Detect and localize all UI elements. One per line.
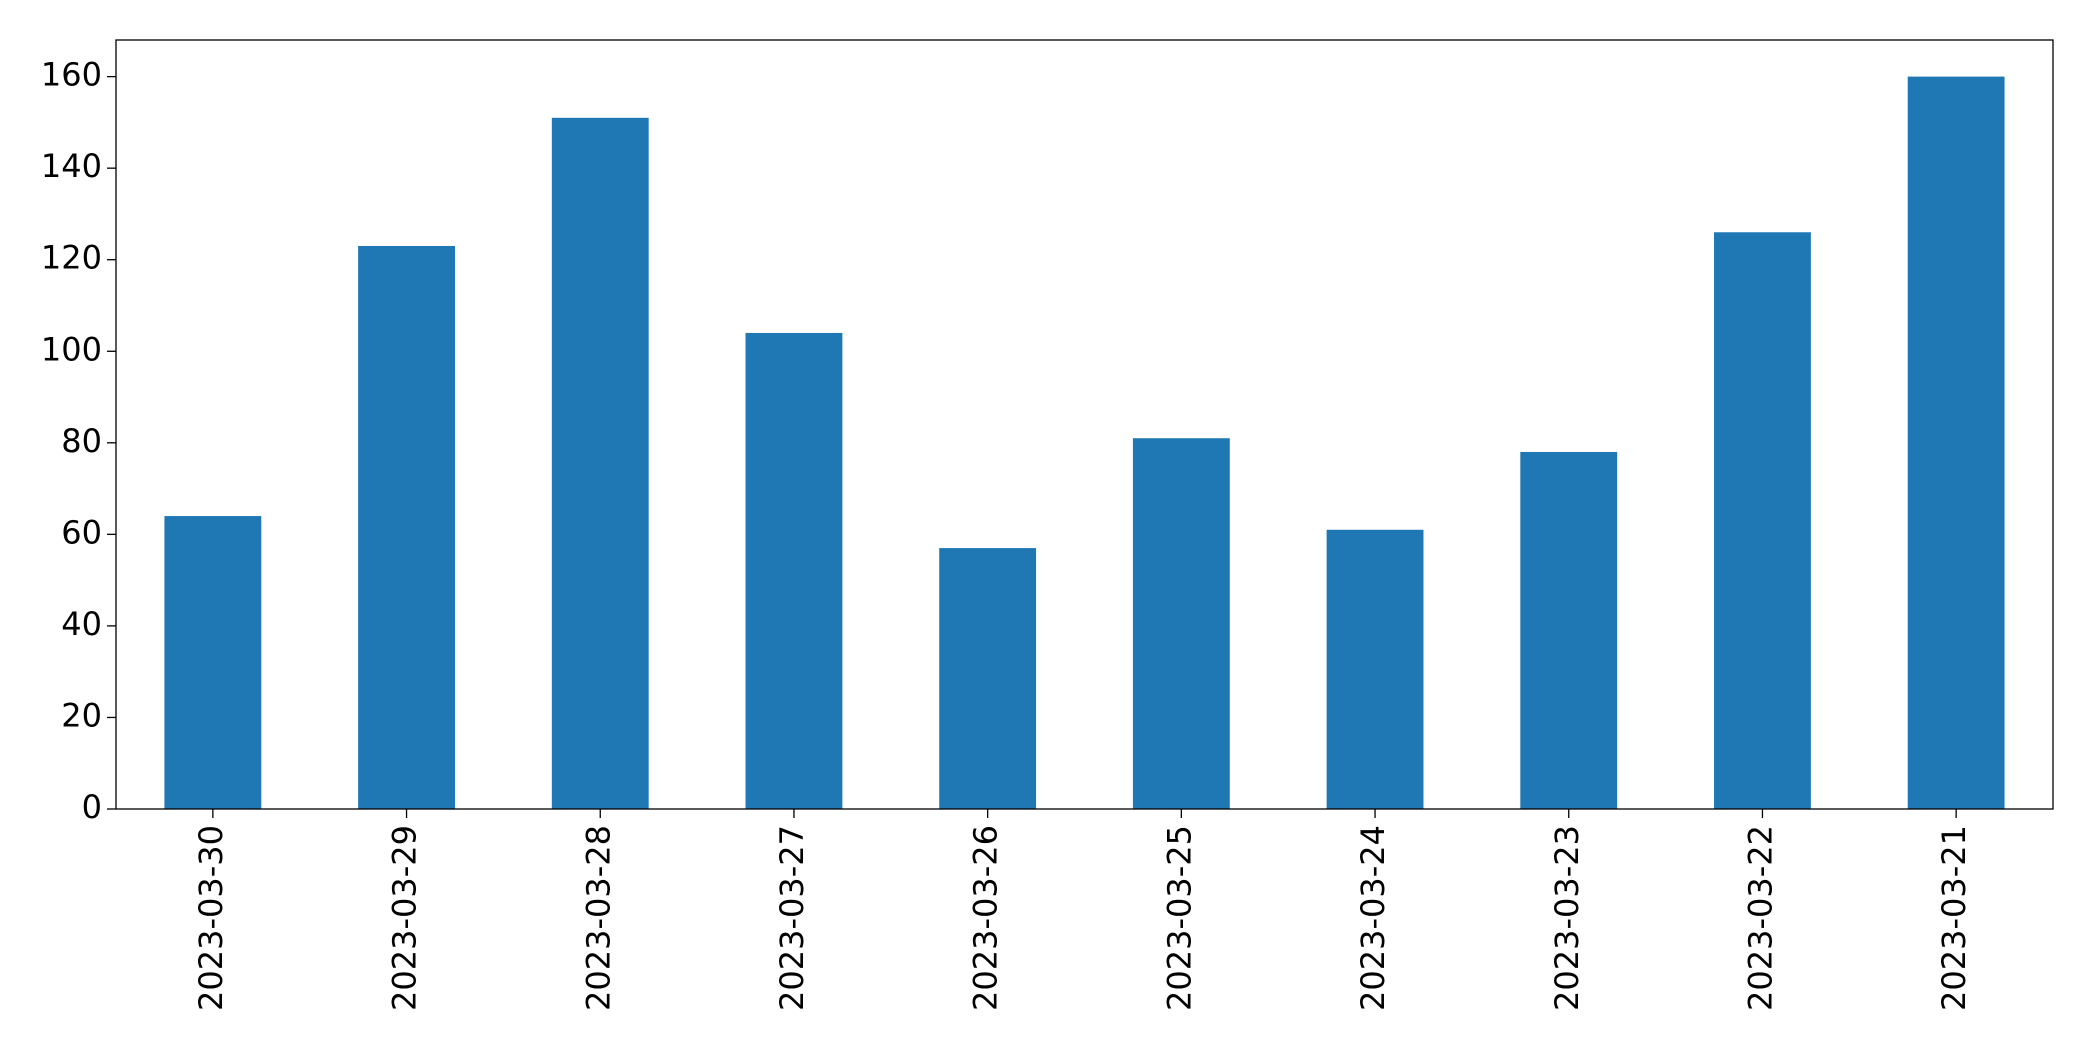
bar xyxy=(1520,451,1618,809)
bar xyxy=(358,245,455,809)
y-tick-label: 100 xyxy=(41,330,102,368)
bar xyxy=(1907,76,2005,810)
x-tick-label: 2023-03-27 xyxy=(773,825,811,1011)
bar xyxy=(939,548,1037,809)
y-tick-label: 40 xyxy=(61,605,102,643)
y-tick-label: 140 xyxy=(41,147,102,185)
x-tick-label: 2023-03-26 xyxy=(967,825,1005,1011)
bar xyxy=(1132,438,1230,809)
x-tick-label: 2023-03-23 xyxy=(1548,825,1586,1011)
bar xyxy=(164,516,262,809)
bar xyxy=(551,117,649,809)
x-tick-label: 2023-03-22 xyxy=(1741,825,1779,1011)
x-tick-label: 2023-03-28 xyxy=(579,825,617,1011)
bar xyxy=(745,332,843,809)
y-tick-label: 160 xyxy=(41,56,102,94)
x-tick-label: 2023-03-21 xyxy=(1935,825,1973,1011)
y-tick-label: 20 xyxy=(61,696,102,734)
x-tick-label: 2023-03-24 xyxy=(1354,825,1392,1011)
x-tick-label: 2023-03-30 xyxy=(192,825,230,1011)
x-tick-label: 2023-03-25 xyxy=(1160,825,1198,1011)
y-tick-label: 60 xyxy=(61,513,102,551)
y-tick-label: 120 xyxy=(41,239,102,277)
bar xyxy=(1714,232,1811,809)
x-tick-label: 2023-03-29 xyxy=(386,825,424,1011)
bar xyxy=(1326,529,1424,809)
plot-frame xyxy=(115,39,2054,810)
y-tick-label: 80 xyxy=(61,422,102,460)
y-tick-label: 0 xyxy=(82,788,102,826)
